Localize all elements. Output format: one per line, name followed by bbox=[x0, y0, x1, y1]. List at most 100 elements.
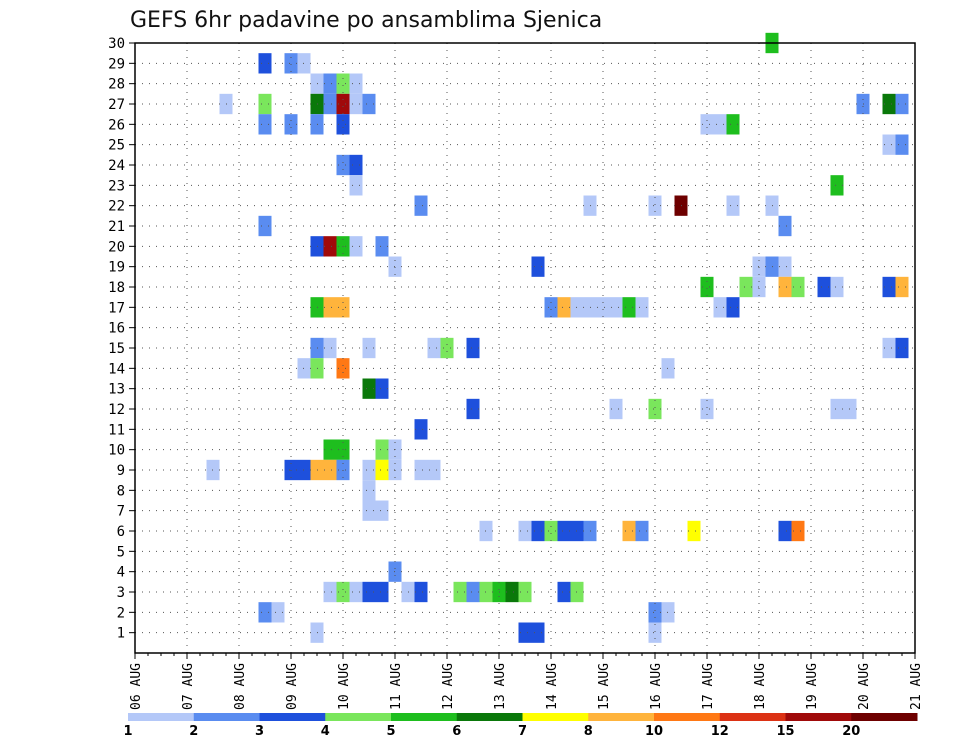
y-tick-label: 12 bbox=[108, 402, 125, 418]
data-cell bbox=[362, 480, 376, 501]
colorbar-label: 7 bbox=[518, 724, 527, 739]
data-cell bbox=[830, 398, 844, 420]
data-cell bbox=[895, 93, 909, 115]
data-cell bbox=[362, 459, 376, 481]
data-cell bbox=[349, 73, 363, 94]
colorbar-label: 15 bbox=[776, 724, 794, 739]
data-cell bbox=[323, 337, 337, 359]
data-cell bbox=[427, 459, 441, 481]
data-cell bbox=[466, 398, 480, 420]
x-tick-label: 08 AUG bbox=[233, 663, 248, 710]
data-cell bbox=[336, 154, 350, 176]
data-cell bbox=[375, 236, 389, 257]
data-cell bbox=[323, 439, 337, 460]
x-tick-label: 07 AUG bbox=[181, 663, 196, 710]
y-tick-label: 17 bbox=[108, 300, 125, 316]
x-tick-label: 09 AUG bbox=[285, 663, 300, 710]
data-cell bbox=[453, 581, 467, 603]
data-cell bbox=[440, 337, 454, 359]
data-cell bbox=[622, 297, 636, 318]
y-tick-label: 6 bbox=[117, 524, 125, 540]
data-cell bbox=[830, 175, 844, 196]
x-tick-label: 12 AUG bbox=[441, 663, 456, 710]
data-cell bbox=[323, 73, 337, 94]
y-tick-label: 5 bbox=[117, 544, 125, 560]
colorbar-label: 8 bbox=[584, 724, 593, 739]
data-cell bbox=[635, 520, 649, 542]
data-cell bbox=[375, 500, 389, 521]
y-tick-label: 25 bbox=[108, 138, 125, 154]
data-cell bbox=[466, 337, 480, 359]
data-cell bbox=[895, 337, 909, 359]
x-tick-label: 16 AUG bbox=[649, 663, 664, 710]
data-cell bbox=[726, 114, 740, 135]
y-tick-label: 19 bbox=[108, 260, 125, 276]
y-tick-label: 28 bbox=[108, 77, 125, 93]
data-cell bbox=[544, 520, 558, 542]
data-cell bbox=[466, 581, 480, 603]
data-cell bbox=[375, 581, 389, 603]
data-cell bbox=[284, 53, 298, 74]
data-cell bbox=[648, 195, 662, 216]
data-cell bbox=[336, 358, 350, 379]
data-cell bbox=[531, 520, 545, 542]
y-tick-label: 14 bbox=[108, 361, 125, 377]
colorbar-label: 4 bbox=[321, 724, 330, 739]
data-cell bbox=[687, 520, 701, 542]
data-cell bbox=[362, 581, 376, 603]
data-cell bbox=[791, 276, 805, 298]
y-tick-label: 10 bbox=[108, 443, 125, 459]
y-tick-label: 9 bbox=[117, 463, 125, 479]
data-cell bbox=[713, 297, 727, 318]
x-tick-label: 06 AUG bbox=[129, 663, 144, 710]
colorbar-label: 1 bbox=[123, 724, 132, 739]
data-cell bbox=[362, 500, 376, 521]
data-cell bbox=[817, 276, 831, 298]
x-tick-label: 10 AUG bbox=[337, 663, 352, 710]
y-tick-label: 16 bbox=[108, 321, 125, 337]
data-cell bbox=[284, 459, 298, 481]
y-tick-label: 21 bbox=[108, 219, 125, 235]
data-cell bbox=[375, 459, 389, 481]
data-cell bbox=[336, 73, 350, 94]
data-cell bbox=[895, 276, 909, 298]
data-cell bbox=[349, 236, 363, 257]
data-cell bbox=[791, 520, 805, 542]
data-cell bbox=[882, 93, 896, 115]
x-tick-label: 14 AUG bbox=[545, 663, 560, 710]
y-tick-label: 8 bbox=[117, 483, 125, 499]
data-cell bbox=[271, 602, 285, 623]
data-cell bbox=[258, 53, 272, 74]
data-cell bbox=[557, 520, 571, 542]
colorbar-label: 5 bbox=[386, 724, 395, 739]
y-tick-label: 7 bbox=[117, 504, 125, 520]
data-cell bbox=[362, 93, 376, 115]
colorbar-label: 12 bbox=[711, 724, 729, 739]
y-tick-label: 13 bbox=[108, 382, 125, 398]
colorbar-label: 20 bbox=[842, 724, 860, 739]
x-tick-label: 13 AUG bbox=[493, 663, 508, 710]
y-tick-label: 23 bbox=[108, 178, 125, 194]
data-cell bbox=[739, 276, 753, 298]
y-tick-label: 26 bbox=[108, 117, 125, 133]
colorbar: 1 2 3 4 5 6 7 8 10 12 15 20 bbox=[123, 713, 918, 739]
data-cell bbox=[505, 581, 519, 603]
data-cell bbox=[518, 581, 532, 603]
x-tick-label: 18 AUG bbox=[753, 663, 768, 710]
data-cell bbox=[336, 114, 350, 135]
y-axis: 1234567891011121314151617181920212223242… bbox=[108, 36, 135, 642]
data-cell bbox=[544, 297, 558, 318]
data-cell bbox=[414, 419, 428, 440]
data-cell bbox=[895, 134, 909, 155]
cells-layer bbox=[206, 32, 909, 643]
data-cell bbox=[622, 520, 636, 542]
x-tick-label: 21 AUG bbox=[909, 663, 924, 710]
y-tick-label: 4 bbox=[117, 565, 125, 581]
data-cell bbox=[375, 378, 389, 399]
data-cell bbox=[518, 520, 532, 542]
data-cell bbox=[323, 236, 337, 257]
colorbar-label: 10 bbox=[645, 724, 663, 739]
x-tick-label: 15 AUG bbox=[597, 663, 612, 710]
data-cell bbox=[258, 114, 272, 135]
